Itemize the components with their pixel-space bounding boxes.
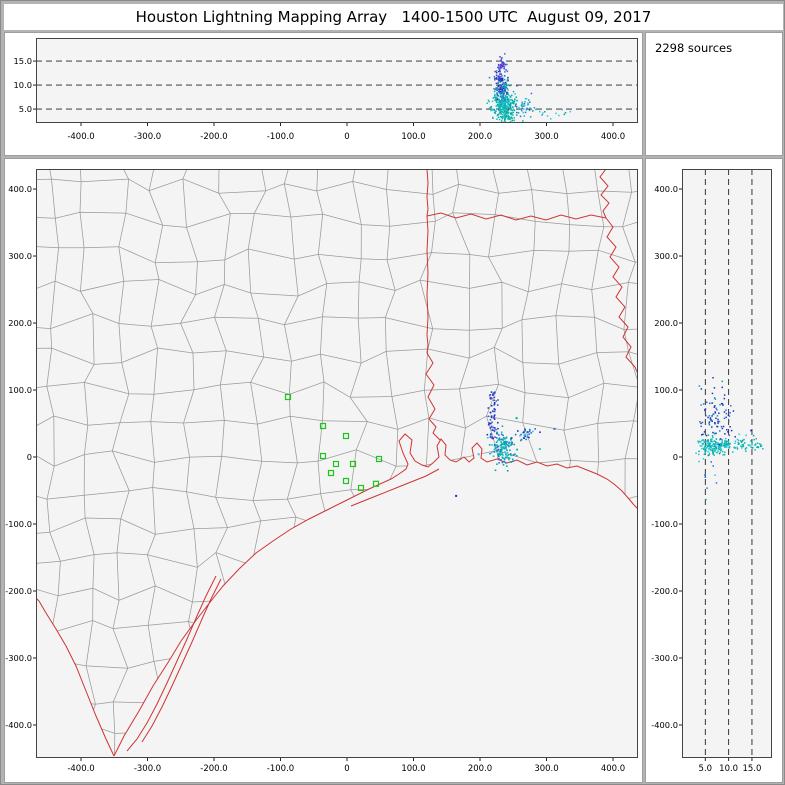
svg-text:15.0: 15.0 (14, 56, 32, 66)
svg-text:300.0: 300.0 (534, 764, 558, 774)
y-axis-tick-labels: 400.0 300.0 200.0 100.0 0 -100.0 -200.0 -300.0 -… (651, 184, 682, 730)
svg-text:5.0: 5.0 (699, 764, 713, 774)
sources-count: 2298 sources (655, 41, 733, 55)
svg-text:300.0: 300.0 (654, 251, 678, 261)
x-axis-tick-labels: -400.0 -300.0 -200.0 -100.0 0 100.0 200.0 300.0… (67, 123, 625, 142)
altitude-ns-panel: 5.0 10.0 15.0 400.0 300.0 200.0 100.0 0 -100.0 -2… (645, 158, 783, 783)
lightning-points-plan (455, 391, 556, 497)
altitude-gridlines (36, 60, 638, 110)
svg-text:-400.0: -400.0 (651, 720, 678, 730)
svg-text:-200.0: -200.0 (651, 586, 678, 596)
svg-text:-200.0: -200.0 (5, 586, 32, 596)
svg-text:-100.0: -100.0 (267, 764, 294, 774)
svg-text:200.0: 200.0 (468, 132, 492, 142)
svg-text:400.0: 400.0 (654, 184, 678, 194)
svg-text:-300.0: -300.0 (134, 764, 161, 774)
svg-text:0: 0 (27, 452, 32, 462)
altitude-ns-plot[interactable]: 5.0 10.0 15.0 400.0 300.0 200.0 100.0 0 -100.0 -2… (646, 159, 782, 782)
svg-text:15.0: 15.0 (742, 764, 761, 774)
station-markers (284, 393, 383, 492)
svg-text:100.0: 100.0 (401, 132, 425, 142)
altitude-ew-plot[interactable]: -400.0 -300.0 -200.0 -100.0 0 100.0 200.0 300.0… (5, 33, 642, 155)
svg-text:100.0: 100.0 (8, 385, 32, 395)
svg-text:-400.0: -400.0 (67, 132, 94, 142)
page-title: Houston Lightning Mapping Array 1400-150… (4, 4, 783, 30)
svg-text:400.0: 400.0 (601, 132, 625, 142)
svg-text:100.0: 100.0 (654, 385, 678, 395)
svg-text:-200.0: -200.0 (200, 764, 227, 774)
svg-text:0: 0 (344, 764, 349, 774)
svg-text:-400.0: -400.0 (5, 720, 32, 730)
svg-text:400.0: 400.0 (8, 184, 32, 194)
svg-text:300.0: 300.0 (8, 251, 32, 261)
x-axis-tick-labels: -400.0 -300.0 -200.0 -100.0 0 100.0 200.0 300.0… (67, 758, 625, 774)
lightning-points-ns (695, 377, 764, 501)
svg-text:0: 0 (344, 132, 349, 142)
altitude-ew-panel: -400.0 -300.0 -200.0 -100.0 0 100.0 200.0 300.0… (4, 32, 643, 156)
svg-text:-200.0: -200.0 (200, 132, 227, 142)
svg-text:10.0: 10.0 (719, 764, 738, 774)
svg-text:5.0: 5.0 (19, 104, 32, 114)
sources-panel: 2298 sources (645, 32, 783, 156)
svg-text:10.0: 10.0 (14, 80, 32, 90)
svg-text:200.0: 200.0 (8, 318, 32, 328)
svg-text:0: 0 (673, 452, 678, 462)
state-borders (36, 169, 638, 757)
x-axis-tick-labels: 5.0 10.0 15.0 (699, 758, 761, 774)
altitude-gridlines (704, 169, 753, 758)
y-axis-tick-labels: 5.0 10.0 15.0 (14, 56, 36, 114)
svg-text:-400.0: -400.0 (67, 764, 94, 774)
svg-text:300.0: 300.0 (534, 132, 558, 142)
plan-view-panel: -400.0 -300.0 -200.0 -100.0 0 100.0 200.0 300.0… (4, 158, 643, 783)
y-axis-tick-labels: 400.0 300.0 200.0 100.0 0 -100.0 -200.0 -300.0 -… (5, 184, 36, 730)
svg-text:100.0: 100.0 (401, 764, 425, 774)
svg-text:-100.0: -100.0 (5, 519, 32, 529)
plan-view-plot[interactable]: -400.0 -300.0 -200.0 -100.0 0 100.0 200.0 300.0… (5, 159, 642, 782)
svg-text:200.0: 200.0 (654, 318, 678, 328)
lightning-points-ew (486, 53, 572, 123)
svg-text:-100.0: -100.0 (267, 132, 294, 142)
svg-text:-300.0: -300.0 (134, 132, 161, 142)
svg-text:-300.0: -300.0 (651, 653, 678, 663)
svg-text:400.0: 400.0 (601, 764, 625, 774)
svg-text:200.0: 200.0 (468, 764, 492, 774)
svg-text:-100.0: -100.0 (651, 519, 678, 529)
svg-text:-300.0: -300.0 (5, 653, 32, 663)
